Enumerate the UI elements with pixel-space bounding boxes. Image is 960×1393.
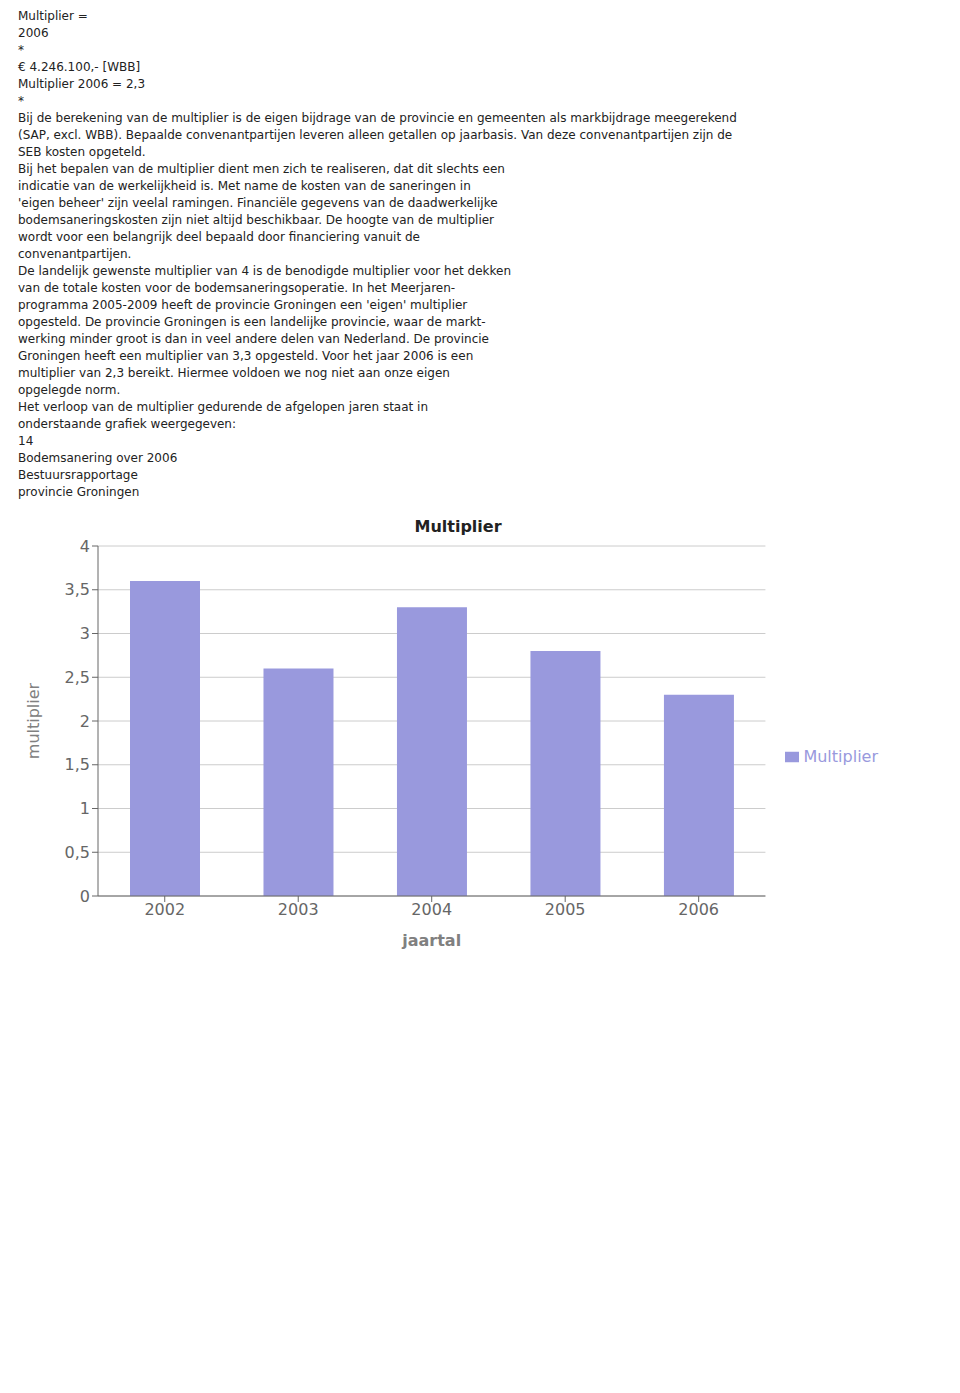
svg-text:1: 1 [80, 799, 90, 818]
html-text:van de totale kosten voor de b: van de totale kosten voor de bodemsaneri… [18, 281, 456, 295]
html-text:14: 14 [18, 434, 34, 448]
html-text:€ 4.246.100,- [WBB]: € 4.246.100,- [WBB] [18, 60, 141, 74]
html-text:De landelijk gewenste multipli: De landelijk gewenste multiplier van 4 i… [18, 264, 511, 278]
svg-text:0: 0 [80, 887, 90, 906]
html-text:(SAP, excl. WBB). Bepaalde con: (SAP, excl. WBB). Bepaalde convenantpart… [18, 128, 733, 142]
html-text:onderstaande grafiek weergegev: onderstaande grafiek weergegeven: [18, 417, 236, 431]
svg-text:jaartal: jaartal [401, 931, 461, 950]
html-text:programma 2005-2009 heeft de p: programma 2005-2009 heeft de provincie G… [18, 298, 468, 312]
html-text:wordt voor een belangrijk deel: wordt voor een belangrijk deel bepaald d… [18, 230, 420, 244]
svg-text:3: 3 [80, 624, 90, 643]
html-text:werking minder groot is dan in: werking minder groot is dan in veel ande… [18, 332, 489, 346]
svg-text:0,5: 0,5 [65, 843, 90, 862]
html-text:'eigen beheer' zijn veelal ram: 'eigen beheer' zijn veelal ramingen. Fin… [18, 196, 498, 210]
html-text:Het verloop van de multiplier: Het verloop van de multiplier gedurende … [18, 400, 428, 414]
html-text:multiplier van 2,3 bereikt. Hi: multiplier van 2,3 bereikt. Hiermee vold… [18, 366, 450, 380]
html-text:Bij de berekening van de multi: Bij de berekening van de multiplier is d… [18, 111, 737, 125]
html-text:opgesteld. De provincie Gronin: opgesteld. De provincie Groningen is een… [18, 315, 486, 329]
svg-text:4: 4 [80, 537, 90, 556]
svg-text:2006: 2006 [678, 900, 719, 919]
html-text:convenantpartijen.: convenantpartijen. [18, 247, 132, 261]
html-text:Bestuursrapportage: Bestuursrapportage [18, 468, 138, 482]
svg-text:multiplier: multiplier [24, 682, 43, 759]
svg-text:3,5: 3,5 [65, 580, 90, 599]
svg-text:2004: 2004 [411, 900, 452, 919]
svg-text:2: 2 [80, 712, 90, 731]
svg-text:2002: 2002 [144, 900, 185, 919]
html-text:Bodemsanering over 2006: Bodemsanering over 2006 [18, 451, 178, 465]
html-text:Multiplier: Multiplier [803, 746, 878, 766]
html-text:SEB kosten opgeteld.: SEB kosten opgeteld. [18, 145, 146, 159]
html-text:Multiplier 2006 = 2,3: Multiplier 2006 = 2,3 [18, 77, 146, 91]
html-text:Multiplier: Multiplier [414, 517, 502, 536]
html-text:2006: 2006 [18, 26, 49, 40]
html-text:opgelegde norm.: opgelegde norm. [18, 383, 121, 397]
svg-text:2,5: 2,5 [65, 668, 90, 687]
svg-text:2003: 2003 [278, 900, 319, 919]
html-text:Bij het bepalen van de multipl: Bij het bepalen van de multiplier dient … [18, 162, 505, 176]
html-text:bodemsaneringskosten zijn niet: bodemsaneringskosten zijn niet altijd be… [18, 213, 495, 227]
html-text:provincie Groningen: provincie Groningen [18, 485, 140, 499]
html-text:indicatie van de werkelijkheid: indicatie van de werkelijkheid is. Met n… [18, 179, 471, 193]
svg-text:1,5: 1,5 [65, 755, 90, 774]
svg-text:2005: 2005 [545, 900, 586, 919]
html-text:Multiplier =: Multiplier = [18, 9, 88, 23]
html-text:Groningen heeft een multiplier: Groningen heeft een multiplier van 3,3 o… [18, 349, 474, 363]
